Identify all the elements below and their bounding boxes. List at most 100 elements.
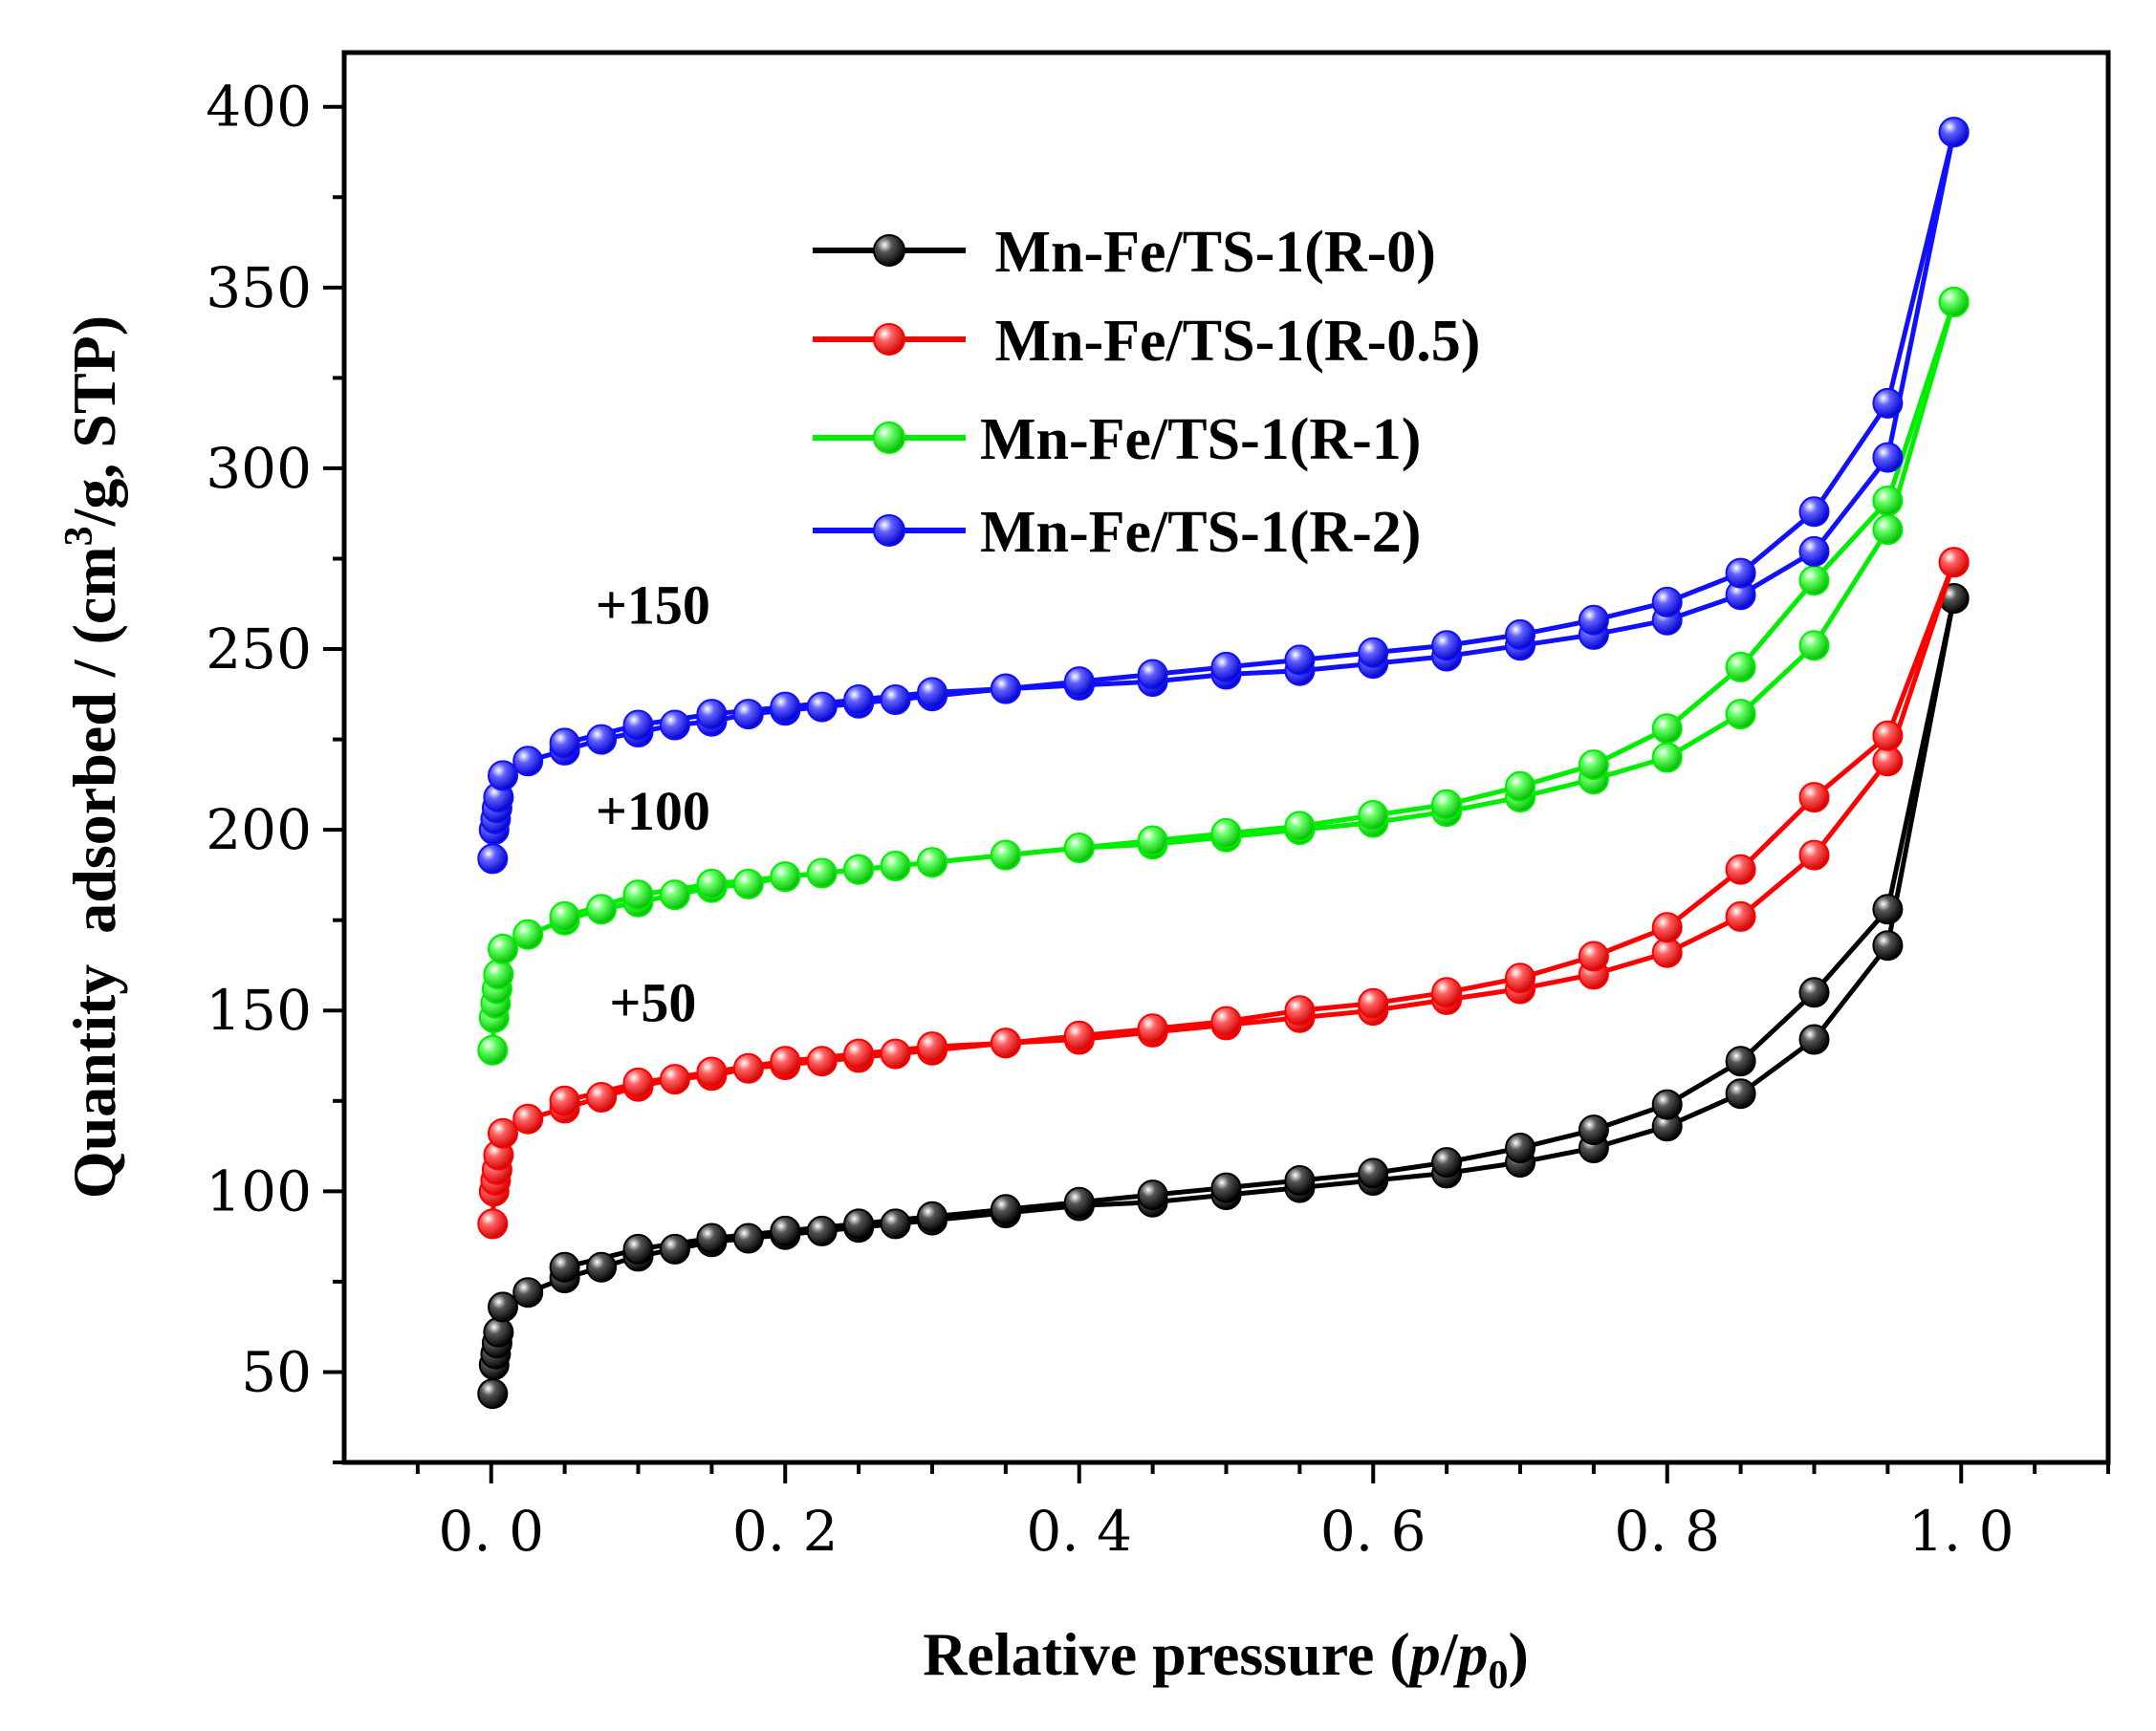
series-1-desorption-point xyxy=(990,1028,1021,1059)
series-0-desorption-point xyxy=(1284,1165,1316,1196)
y-tick-label: 300 xyxy=(206,436,312,501)
series-3-adsorption-point xyxy=(1798,535,1830,567)
series-1-desorption-point xyxy=(1210,1006,1242,1037)
series-0-desorption-point xyxy=(1725,1046,1756,1077)
series-0-desorption-point xyxy=(1505,1133,1535,1163)
series-2-desorption-point xyxy=(1431,789,1463,820)
series-1-desorption-point xyxy=(1798,782,1830,813)
series-0-adsorption-point xyxy=(483,1316,514,1348)
legend-label-r0: Mn-Fe/TS-1(R-0) xyxy=(980,220,1436,285)
legend-entry-r0: Mn-Fe/TS-1(R-0) xyxy=(813,220,1436,285)
series-1-desorption-point xyxy=(1578,941,1609,972)
series-1-desorption-point xyxy=(1872,720,1904,751)
series-3-adsorption-point xyxy=(512,746,544,777)
series-0-desorption-point xyxy=(696,1223,728,1254)
series-0-adsorption-point xyxy=(1725,1078,1756,1110)
series-2-adsorption-point xyxy=(1798,630,1830,661)
series-3-adsorption-point xyxy=(732,699,764,730)
series-2-desorption-point xyxy=(917,847,947,878)
series-2-desorption-point xyxy=(549,900,580,932)
series-2 xyxy=(477,287,1970,1066)
series-0-desorption-point xyxy=(1210,1172,1242,1203)
series-1-desorption-point xyxy=(696,1056,728,1088)
series-2-desorption-point xyxy=(622,879,654,911)
x-tick-label: 0. 0 xyxy=(438,1499,544,1564)
series-layer xyxy=(477,117,1970,1410)
series-1-desorption-point xyxy=(1651,912,1683,943)
series-3-desorption-point xyxy=(1938,117,1970,148)
series-2-desorption-point xyxy=(1725,651,1756,682)
series-3-desorption-point xyxy=(1578,604,1609,636)
series-0-desorption-point xyxy=(843,1208,875,1240)
offset-annotation: +150 xyxy=(596,574,710,637)
offset-annotation: +100 xyxy=(596,780,710,842)
series-0-desorption-point xyxy=(990,1194,1021,1225)
series-2-desorption-point xyxy=(1284,811,1316,842)
series-2-adsorption-point xyxy=(1651,742,1683,773)
series-2-desorption-point xyxy=(770,861,801,893)
x-tick-label: 0. 8 xyxy=(1614,1499,1720,1564)
series-3-desorption-point xyxy=(917,677,947,708)
x-axis-title: Relative pressure (p/p0) xyxy=(923,1620,1529,1698)
x-tick-label: 0. 6 xyxy=(1320,1499,1426,1564)
y-tick-label: 350 xyxy=(206,255,312,320)
series-0-desorption-point xyxy=(917,1201,947,1232)
series-3-desorption-point xyxy=(990,673,1021,704)
series-0-desorption-point xyxy=(1063,1186,1095,1218)
series-2-desorption-point xyxy=(1938,287,1970,317)
series-1-adsorption-point xyxy=(586,1082,618,1113)
x-title-p0: p xyxy=(1453,1620,1489,1688)
series-0-adsorption-point xyxy=(880,1208,911,1240)
y-title-main: Quantity adsorbed / (cm xyxy=(60,546,128,1199)
series-3-desorption-point xyxy=(1137,659,1168,690)
series-1-desorption-point xyxy=(1063,1020,1095,1051)
series-0-desorption-point xyxy=(622,1233,654,1265)
series-0-adsorption-point xyxy=(659,1233,690,1265)
legend-entry-r05: Mn-Fe/TS-1(R-0.5) xyxy=(813,309,1480,374)
series-0-desorption-point xyxy=(1431,1147,1463,1179)
series-3-desorption-point xyxy=(1651,586,1683,617)
y-title-sup: 3 xyxy=(57,526,101,546)
series-3-desorption-point xyxy=(696,699,728,730)
x-title-p: p xyxy=(1405,1620,1441,1688)
series-3-desorption-point xyxy=(549,727,580,759)
series-1-desorption-point xyxy=(1938,547,1970,578)
series-1-desorption-point xyxy=(1505,963,1535,994)
y-tick-label: 200 xyxy=(206,797,312,862)
series-1-desorption-point xyxy=(1284,995,1316,1027)
series-0-adsorption-point xyxy=(477,1378,509,1410)
series-3-adsorption-point xyxy=(477,843,509,875)
legend-label-r05: Mn-Fe/TS-1(R-0.5) xyxy=(980,309,1480,374)
series-3-desorption-point xyxy=(1798,496,1830,528)
series-0-desorption-point xyxy=(1872,894,1904,925)
legend-marker-r1 xyxy=(873,422,905,454)
legend-marker-r05 xyxy=(873,323,905,356)
legend-label-r1: Mn-Fe/TS-1(R-1) xyxy=(980,407,1421,472)
series-0-adsorption-point xyxy=(488,1291,518,1323)
series-1 xyxy=(477,547,1970,1240)
series-1-adsorption-point xyxy=(488,1117,518,1149)
x-tick-label: 0. 2 xyxy=(732,1499,838,1564)
series-1-adsorption-point xyxy=(659,1064,690,1095)
y-tick-label: 250 xyxy=(206,617,312,682)
series-2-desorption-point xyxy=(1872,486,1904,516)
offset-annotation: +50 xyxy=(609,972,696,1034)
annotations: +150 +100 +50 xyxy=(596,574,710,1034)
x-title-close: ) xyxy=(1509,1620,1529,1688)
series-3-desorption-point xyxy=(843,684,875,715)
series-2-desorption-point xyxy=(1578,749,1609,781)
series-1-desorption-point xyxy=(917,1031,947,1063)
series-3-adsorption-point xyxy=(488,760,518,791)
series-2-adsorption-point xyxy=(659,879,690,911)
series-2-desorption-point xyxy=(1063,833,1095,864)
series-1-adsorption-point xyxy=(806,1046,838,1077)
series-0-desorption-point xyxy=(1651,1089,1683,1120)
series-0-adsorption-point xyxy=(806,1215,838,1246)
series-2-desorption-point xyxy=(1798,565,1830,596)
series-1-desorption-point xyxy=(770,1046,801,1077)
y-tick-label: 150 xyxy=(206,978,312,1043)
series-3-adsorption-point xyxy=(659,709,690,741)
series-0-adsorption-point xyxy=(586,1251,618,1283)
series-3-desorption-point xyxy=(1505,618,1535,650)
